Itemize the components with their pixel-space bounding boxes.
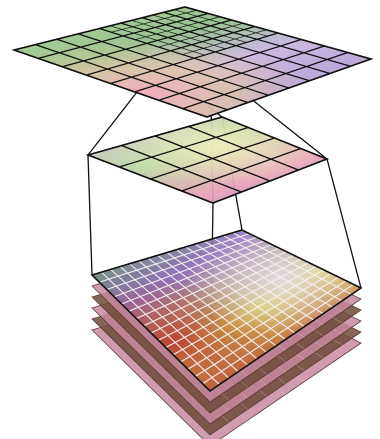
top-fine-grid-line: [182, 29, 267, 55]
base-grid-line: [194, 243, 315, 321]
base-grid-line: [194, 280, 347, 377]
base-grid-line: [232, 232, 352, 295]
top-fine-grid-line: [163, 12, 258, 40]
top-fine-grid-line: [174, 9, 268, 37]
top-fine-grid-line: [158, 22, 244, 48]
top-fine-grid-line: [184, 6, 279, 34]
pyramid-edge: [249, 97, 328, 160]
middle-grid-line: [150, 137, 275, 180]
top-grid-line: [158, 45, 325, 101]
top-texture-1: [14, 7, 371, 117]
base-grid-line: [150, 258, 302, 334]
top-fine-grid-line: [152, 14, 247, 43]
top-grid-line: [182, 51, 348, 110]
base-grid-line: [165, 265, 317, 348]
base-grid-line: [185, 246, 305, 328]
middle-border: [85, 116, 330, 204]
middle-level-tiles: [85, 116, 330, 204]
base-border: [90, 229, 363, 393]
top-level-tiles: [11, 6, 374, 118]
top-fine-grid-line: [146, 19, 232, 44]
top-fine-grid-line: [170, 26, 255, 52]
base-grid-line: [213, 237, 333, 308]
base-grid-line: [180, 273, 332, 363]
pyramid-edge: [87, 154, 93, 276]
base-grid-line: [158, 262, 310, 341]
base-grid-line: [222, 235, 343, 302]
base-grid-line: [202, 283, 354, 385]
middle-grid-line: [181, 147, 301, 192]
pyramid-edge: [326, 158, 362, 289]
top-grid-line: [134, 38, 302, 93]
base-grid-line: [204, 240, 324, 315]
base-grid-line: [176, 249, 296, 334]
top-fine-grid-line: [194, 32, 279, 59]
base-grid-line: [187, 276, 339, 370]
middle-grid-line: [188, 125, 299, 171]
pyramid-edge: [87, 91, 138, 156]
base-grid-line: [172, 269, 325, 356]
base-level-tiles: [90, 229, 363, 393]
